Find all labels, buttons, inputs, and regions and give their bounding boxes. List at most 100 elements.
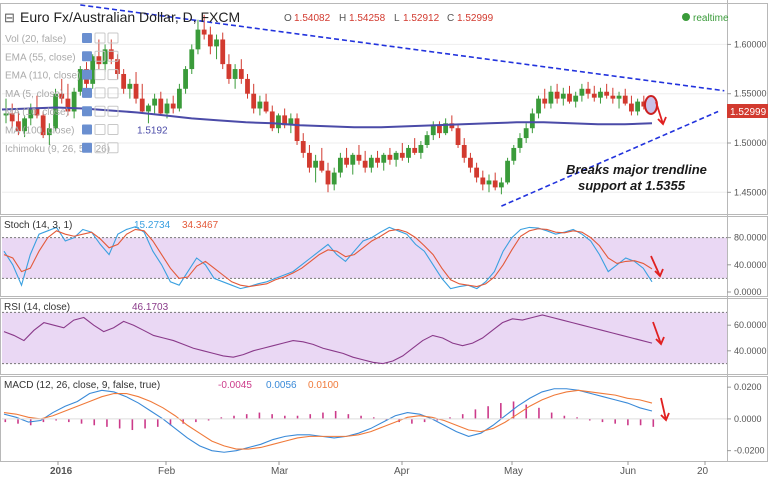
- macd-histogram-bar: [118, 418, 121, 429]
- macd-histogram-bar: [360, 415, 362, 419]
- candle-body: [635, 101, 641, 112]
- macd-histogram-bar: [169, 418, 172, 426]
- price-tick-label: 1.55000: [734, 89, 767, 99]
- indicator-tick-label: 60.0000: [734, 320, 767, 330]
- svg-text:H: H: [339, 13, 346, 24]
- indicator-title: Stoch (14, 3, 1): [4, 220, 72, 231]
- -k-line: [3, 226, 653, 290]
- macd-histogram-bar: [487, 406, 489, 419]
- macd-histogram-bar: [334, 410, 337, 419]
- candle-body: [362, 160, 368, 168]
- chart-title: Euro Fx/Australian Dollar, D, FXCM: [20, 9, 240, 25]
- candle-body: [313, 160, 319, 168]
- realtime-label: realtime: [693, 13, 729, 24]
- candle-body: [523, 128, 529, 139]
- close-icon: [107, 87, 119, 99]
- oscillator-band: [2, 312, 727, 364]
- down-arrow-shaft: [660, 397, 667, 421]
- realtime-dot-icon: [682, 13, 690, 21]
- candle-body: [350, 154, 356, 165]
- candle-body: [412, 147, 418, 153]
- macd-histogram-bar: [220, 417, 223, 419]
- candle-body: [604, 91, 610, 96]
- settings-icon: [94, 87, 106, 99]
- candle-body: [629, 103, 634, 112]
- candle-body: [282, 115, 288, 126]
- candle-body: [127, 83, 133, 89]
- svg-text:O: O: [284, 13, 292, 24]
- macd-histogram-bar: [652, 418, 655, 427]
- candle-body: [170, 103, 176, 109]
- candle-body: [498, 182, 504, 188]
- indicator-title: RSI (14, close): [4, 302, 70, 313]
- indicator-tick-label: 0.0000: [734, 414, 762, 424]
- candle-body: [189, 49, 195, 70]
- indicator-value: 34.3467: [182, 220, 219, 231]
- indicator-value: 0.0056: [266, 380, 297, 391]
- candle-body: [517, 138, 523, 148]
- candle-body: [158, 98, 164, 114]
- candle-body: [430, 125, 436, 136]
- candle-body: [529, 113, 535, 129]
- eye-icon: [82, 106, 92, 117]
- macd-histogram-bar: [296, 415, 299, 419]
- indicator-value: 46.1703: [132, 302, 169, 313]
- macd-histogram-bar: [93, 418, 96, 426]
- candle-body: [381, 154, 387, 163]
- candle-body: [573, 95, 579, 102]
- candle-body: [28, 108, 34, 119]
- stoch-panel: 80.0000 40.0000 0.0000 Stoch (14, 3, 1) 15.2…: [2, 220, 767, 297]
- candle-body: [554, 91, 560, 99]
- macd-histogram-bar: [525, 404, 528, 419]
- macd-histogram-bar: [42, 418, 45, 423]
- close-icon: [107, 105, 119, 117]
- time-axis: 2016 Feb Mar Apr May Jun 20: [50, 461, 709, 477]
- indicator-value: -0.0045: [218, 380, 252, 391]
- eye-icon: [82, 33, 92, 43]
- candle-body: [406, 147, 411, 158]
- indicator-value: 0.0100: [308, 380, 339, 391]
- candle-body: [9, 113, 15, 122]
- candle-body: [176, 88, 182, 109]
- rsi-panel: 60.0000 40.0000 RSI (14, close) 46.1703: [2, 302, 767, 365]
- macd-histogram-bar: [372, 417, 375, 419]
- candle-body: [399, 152, 405, 158]
- time-tick-label: Mar: [271, 466, 289, 477]
- candle-body: [579, 88, 585, 96]
- down-arrow-head: [657, 116, 667, 126]
- macd-histogram-bar: [627, 418, 629, 426]
- macd-histogram-bar: [347, 414, 350, 419]
- down-arrow-shaft: [655, 101, 664, 125]
- candle-body: [418, 144, 424, 153]
- eye-icon: [82, 69, 92, 80]
- macd-histogram-bar: [258, 412, 261, 419]
- down-arrow-head: [660, 412, 670, 422]
- price-axis: 1.60000 1.55000 1.50000 1.45000: [727, 39, 767, 197]
- candle-body: [449, 123, 455, 129]
- macd-histogram-bar: [245, 414, 248, 419]
- candle-body: [115, 59, 120, 74]
- study-label: MA (100, close): [5, 126, 74, 137]
- price-tick-label: 1.60000: [734, 39, 767, 49]
- ohlc-readout: O 1.54082 H 1.54258 L 1.52912 C 1.52999: [284, 13, 494, 24]
- candle-body: [152, 98, 158, 106]
- candle-body: [226, 64, 232, 79]
- candle-body: [183, 69, 188, 89]
- candle-body: [356, 154, 362, 161]
- indicator-tick-label: -0.0200: [734, 446, 765, 456]
- time-tick-label: May: [504, 466, 523, 477]
- settings-icon: [94, 69, 106, 81]
- candle-body: [40, 115, 46, 136]
- eye-icon: [82, 87, 92, 98]
- svg-text:L: L: [394, 13, 400, 24]
- collapse-icon[interactable]: ⊟: [4, 10, 15, 25]
- candle-body: [65, 98, 71, 112]
- candle-body: [325, 170, 331, 185]
- close-icon: [107, 32, 119, 44]
- macd-histogram-bar: [449, 417, 451, 419]
- candle-body: [53, 93, 58, 129]
- candle-body: [344, 157, 349, 165]
- settings-icon: [94, 124, 106, 135]
- candle-body: [22, 118, 27, 132]
